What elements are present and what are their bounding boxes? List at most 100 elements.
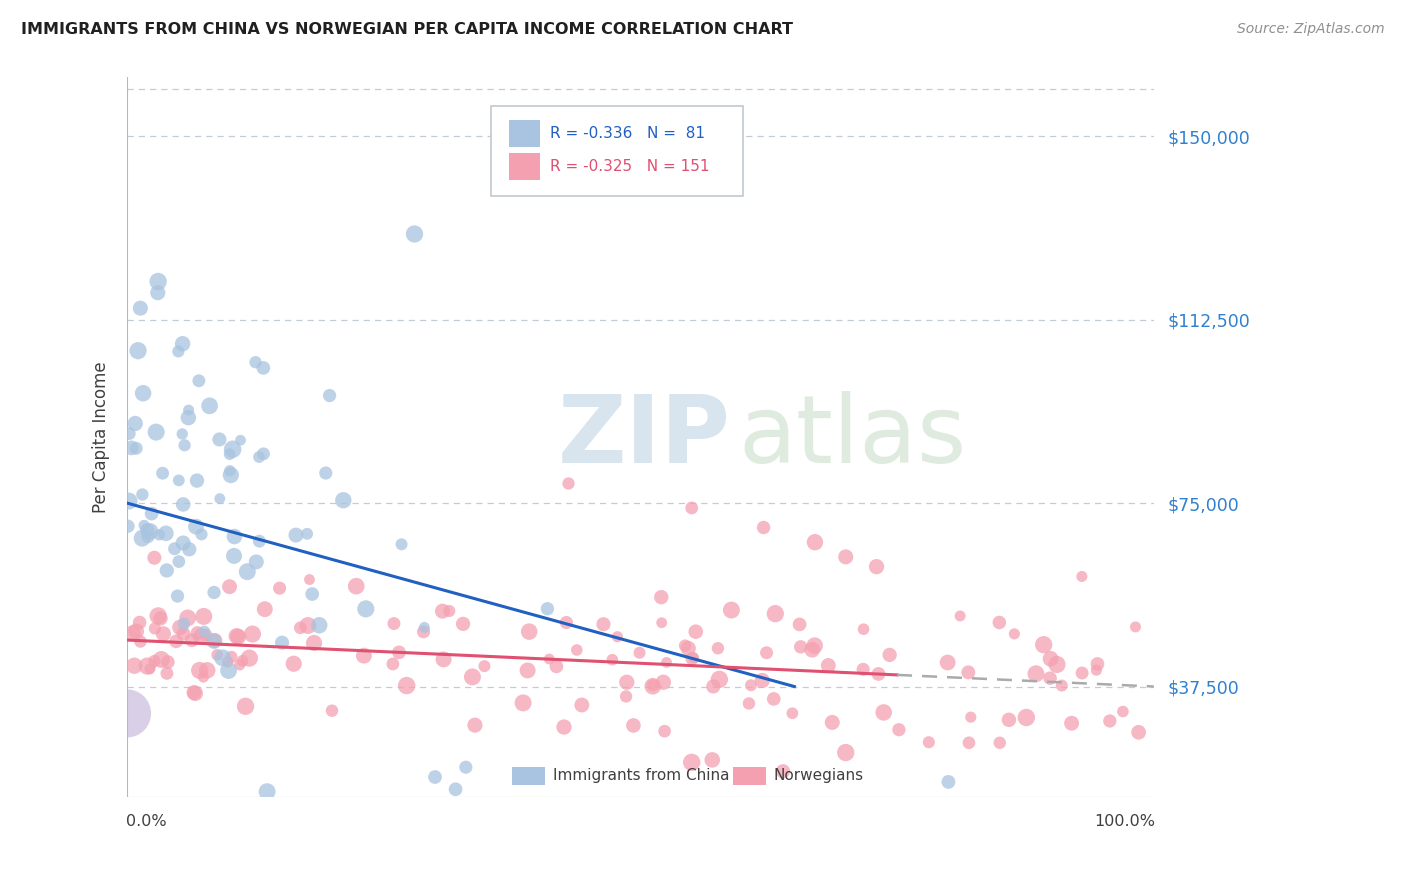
Point <box>868 667 890 681</box>
Point <box>188 664 211 678</box>
Point <box>557 476 579 491</box>
Point <box>918 735 941 749</box>
Bar <box>512 767 546 785</box>
Point <box>183 685 205 699</box>
Point <box>156 655 179 669</box>
Point <box>382 616 405 631</box>
Point <box>381 657 404 671</box>
Point <box>1128 725 1150 739</box>
Point <box>423 770 446 784</box>
Point <box>245 555 267 569</box>
Point <box>444 782 467 797</box>
Point <box>1070 569 1092 583</box>
Point <box>131 531 153 545</box>
Point <box>879 648 901 662</box>
Point <box>395 679 418 693</box>
Point <box>1085 663 1108 677</box>
Point <box>673 639 696 653</box>
Point <box>242 627 264 641</box>
Point <box>118 426 141 441</box>
Point <box>938 775 960 789</box>
Point <box>782 706 804 721</box>
Text: 100.0%: 100.0% <box>1094 814 1154 829</box>
Point <box>172 498 194 512</box>
Point <box>181 633 204 648</box>
Point <box>763 607 786 621</box>
Bar <box>509 120 540 147</box>
Point <box>318 388 340 402</box>
Point <box>988 736 1011 750</box>
Point <box>117 519 139 533</box>
Point <box>1039 652 1062 666</box>
Point <box>817 658 839 673</box>
Point <box>115 706 138 721</box>
Point <box>139 662 162 676</box>
Point <box>156 564 179 578</box>
Point <box>654 724 676 739</box>
Point <box>146 608 169 623</box>
Point <box>229 434 252 448</box>
Point <box>285 528 308 542</box>
Text: R = -0.325   N = 151: R = -0.325 N = 151 <box>550 159 710 174</box>
Point <box>193 609 215 624</box>
Point <box>606 630 628 644</box>
Point <box>803 639 825 653</box>
Point <box>297 618 319 632</box>
Point <box>755 646 778 660</box>
Point <box>166 589 188 603</box>
Point <box>149 611 172 625</box>
Point <box>464 718 486 732</box>
Point <box>461 670 484 684</box>
Point <box>172 536 194 550</box>
Point <box>245 355 267 369</box>
Point <box>235 699 257 714</box>
Point <box>628 646 651 660</box>
Point <box>146 275 169 289</box>
Point <box>136 530 159 544</box>
Point <box>1032 638 1054 652</box>
Point <box>1046 657 1069 672</box>
Point <box>221 442 243 457</box>
Point <box>155 526 177 541</box>
Point <box>835 746 858 760</box>
Point <box>136 659 159 673</box>
Point <box>949 609 972 624</box>
Point <box>202 585 225 599</box>
Point <box>184 519 207 533</box>
Point <box>218 664 240 678</box>
Point <box>231 654 253 668</box>
Point <box>145 425 167 439</box>
Point <box>193 670 215 684</box>
Point <box>1015 710 1038 724</box>
Point <box>302 636 325 650</box>
Point <box>678 641 700 656</box>
Point <box>252 447 274 461</box>
Point <box>176 611 198 625</box>
Point <box>271 635 294 649</box>
Point <box>454 760 477 774</box>
Point <box>887 723 910 737</box>
Point <box>553 720 575 734</box>
Point <box>354 602 377 616</box>
Point <box>186 626 208 640</box>
Point <box>150 652 173 666</box>
Point <box>474 659 496 673</box>
Point <box>132 386 155 401</box>
Bar <box>733 767 766 785</box>
Point <box>208 491 231 506</box>
Point <box>702 680 724 694</box>
Point <box>565 643 588 657</box>
Point <box>1071 666 1094 681</box>
Point <box>187 374 209 388</box>
Point <box>146 285 169 300</box>
Point <box>152 627 174 641</box>
Point <box>190 630 212 644</box>
Point <box>226 630 249 644</box>
Point <box>172 427 194 442</box>
Text: Immigrants from China: Immigrants from China <box>553 768 730 783</box>
Point <box>315 466 337 480</box>
Point <box>616 675 638 690</box>
Point <box>295 526 318 541</box>
Point <box>516 664 538 678</box>
Point <box>332 493 354 508</box>
